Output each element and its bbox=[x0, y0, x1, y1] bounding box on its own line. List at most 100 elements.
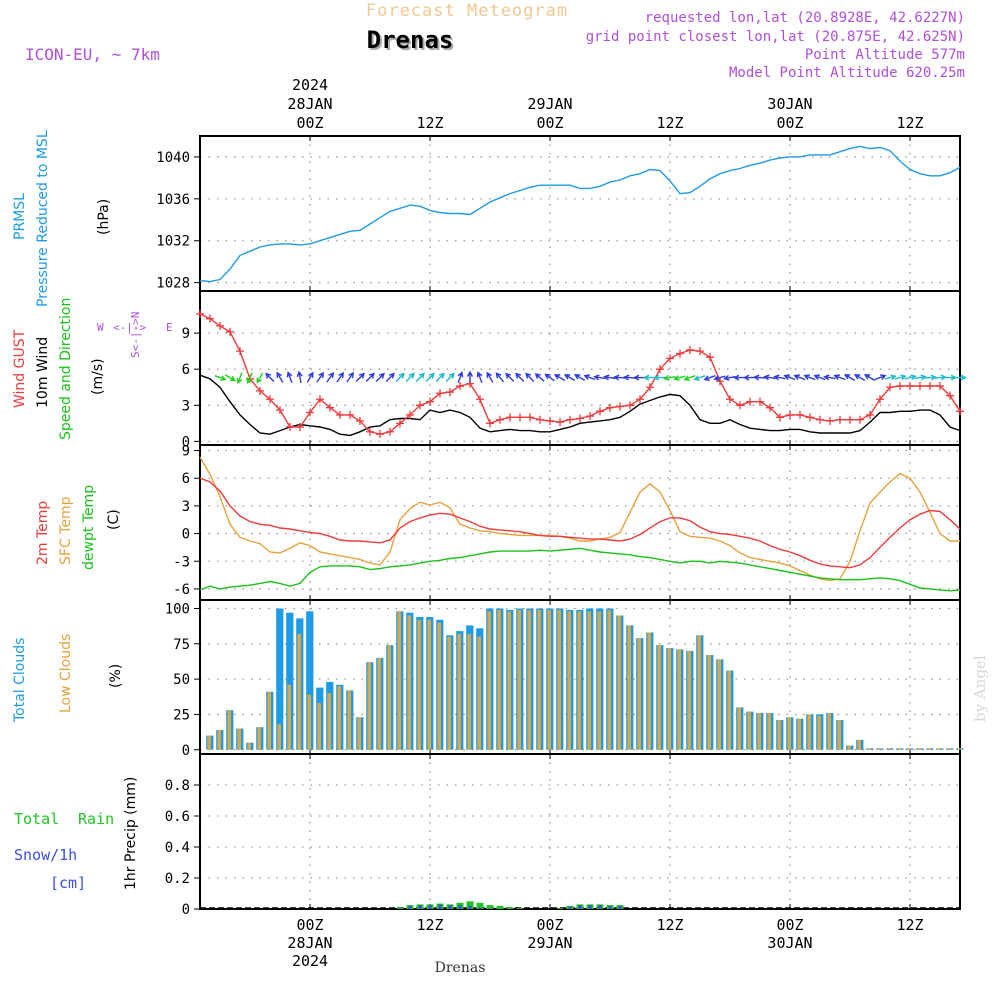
low-clouds-bar bbox=[427, 619, 431, 750]
pressure-tick-label: 1036 bbox=[156, 192, 190, 208]
snow-bar bbox=[458, 905, 462, 909]
clouds-tick-label: 100 bbox=[165, 601, 190, 617]
rain-bar bbox=[496, 905, 504, 909]
wind-direction-arrow bbox=[944, 374, 957, 381]
wind-direction-arrow bbox=[405, 372, 415, 382]
gust-marker bbox=[816, 415, 824, 424]
temp-tick-label: 6 bbox=[182, 471, 190, 487]
wind-direction-arrow bbox=[763, 374, 776, 381]
low-clouds-bar bbox=[297, 633, 301, 750]
wind-direction-arrow bbox=[934, 374, 947, 381]
low-clouds-bar bbox=[947, 748, 951, 750]
low-clouds-bar bbox=[927, 748, 931, 750]
gust-marker bbox=[706, 353, 714, 362]
low-clouds-bar bbox=[797, 718, 801, 750]
temp-2m-label: 2m Temp bbox=[35, 501, 51, 565]
low-clouds-bar bbox=[877, 748, 881, 750]
precip-unit: 1hr Precip (mm) bbox=[123, 777, 139, 890]
low-clouds-bar bbox=[537, 609, 541, 750]
top-time-label: 00Z bbox=[776, 114, 803, 132]
wind-direction-arrow bbox=[773, 374, 786, 381]
top-time-label: 30JAN bbox=[767, 95, 812, 113]
rain-bar bbox=[396, 907, 404, 909]
low-clouds-bar bbox=[567, 611, 571, 750]
wind-direction-arrow bbox=[505, 372, 515, 382]
gust-marker bbox=[766, 403, 774, 412]
wind-direction-arrow bbox=[236, 372, 243, 385]
gust-marker bbox=[836, 415, 844, 424]
rain-bar bbox=[516, 908, 524, 909]
gust-marker bbox=[236, 347, 244, 356]
gust-marker bbox=[686, 345, 694, 354]
precip-tick-label: 0.8 bbox=[165, 778, 190, 794]
gust-marker bbox=[516, 413, 524, 422]
gust-marker bbox=[576, 414, 584, 423]
wind-direction-arrow bbox=[395, 372, 405, 382]
bottom-time-label: 2024 bbox=[292, 952, 328, 970]
wind-direction-arrow bbox=[525, 372, 535, 382]
wind-tick-label: 3 bbox=[182, 398, 190, 414]
precip-labels: Total Rain Snow/1h [cm] 1hr Precip (mm) bbox=[14, 777, 139, 892]
wind-direction-arrow bbox=[573, 374, 586, 382]
gust-marker bbox=[916, 382, 924, 391]
low-clouds-bar bbox=[257, 727, 261, 750]
snow-bar bbox=[468, 905, 472, 909]
wind-direction-arrow bbox=[924, 374, 937, 381]
gust-marker bbox=[206, 314, 214, 323]
low-clouds-bar bbox=[227, 710, 231, 750]
low-clouds-bar bbox=[377, 657, 381, 750]
top-time-label: 12Z bbox=[416, 114, 443, 132]
gust-marker bbox=[356, 416, 364, 425]
bottom-time-label: 12Z bbox=[416, 916, 443, 934]
wind-direction-arrow bbox=[743, 374, 756, 381]
bottom-time-label: 12Z bbox=[896, 916, 923, 934]
low-clouds-bar bbox=[447, 636, 451, 750]
gust-marker bbox=[286, 422, 294, 431]
wind-direction-arrow bbox=[753, 374, 766, 381]
low-clouds-bar bbox=[307, 694, 311, 750]
gust-marker bbox=[796, 410, 804, 419]
temp-tick-label: -6 bbox=[173, 582, 190, 598]
pressure-labels: PRMSL Pressure Reduced to MSL (hPa) bbox=[12, 130, 112, 307]
model-label: ICON-EU, ~ 7km bbox=[25, 45, 160, 64]
gust-marker bbox=[426, 397, 434, 406]
low-clouds-bar bbox=[897, 748, 901, 750]
low-clouds-bar bbox=[627, 625, 631, 750]
wind-direction-arrow bbox=[914, 374, 927, 381]
clouds-tick-label: 25 bbox=[173, 707, 190, 723]
snow-bar bbox=[568, 906, 572, 909]
gust-marker bbox=[216, 321, 224, 330]
wind-direction-arrow bbox=[256, 372, 264, 384]
wind-direction-arrow bbox=[486, 371, 494, 383]
low-clouds-bar bbox=[647, 632, 651, 750]
low-clouds-bar bbox=[327, 693, 331, 750]
gust-marker bbox=[536, 415, 544, 424]
low-clouds-bar bbox=[577, 611, 581, 750]
low-clouds-label: Low Clouds bbox=[58, 634, 74, 713]
low-clouds-bar bbox=[407, 615, 411, 750]
gust-marker bbox=[486, 419, 494, 428]
low-clouds-bar bbox=[957, 748, 961, 750]
gust-marker bbox=[336, 410, 344, 419]
low-clouds-bar bbox=[517, 609, 521, 750]
wind-direction-arrow bbox=[653, 374, 666, 381]
gust-marker bbox=[696, 347, 704, 356]
gust-marker bbox=[276, 406, 284, 415]
wind-direction-arrow bbox=[415, 372, 425, 382]
low-clouds-bar bbox=[437, 622, 441, 750]
pressure-tick-label: 1040 bbox=[156, 150, 190, 166]
snow-bar bbox=[418, 905, 422, 909]
low-clouds-bar bbox=[657, 645, 661, 750]
gust-marker bbox=[606, 403, 614, 412]
temp-unit: (C) bbox=[106, 509, 122, 530]
low-clouds-bar bbox=[557, 609, 561, 750]
low-clouds-bar bbox=[777, 720, 781, 750]
wind-direction-arrow bbox=[476, 371, 483, 384]
gust-marker bbox=[416, 401, 424, 410]
wind-direction-arrow bbox=[563, 374, 576, 382]
low-clouds-bar bbox=[507, 611, 511, 750]
gust-marker bbox=[586, 412, 594, 421]
wind-direction-arrow bbox=[534, 373, 545, 382]
gust-marker bbox=[926, 382, 934, 391]
